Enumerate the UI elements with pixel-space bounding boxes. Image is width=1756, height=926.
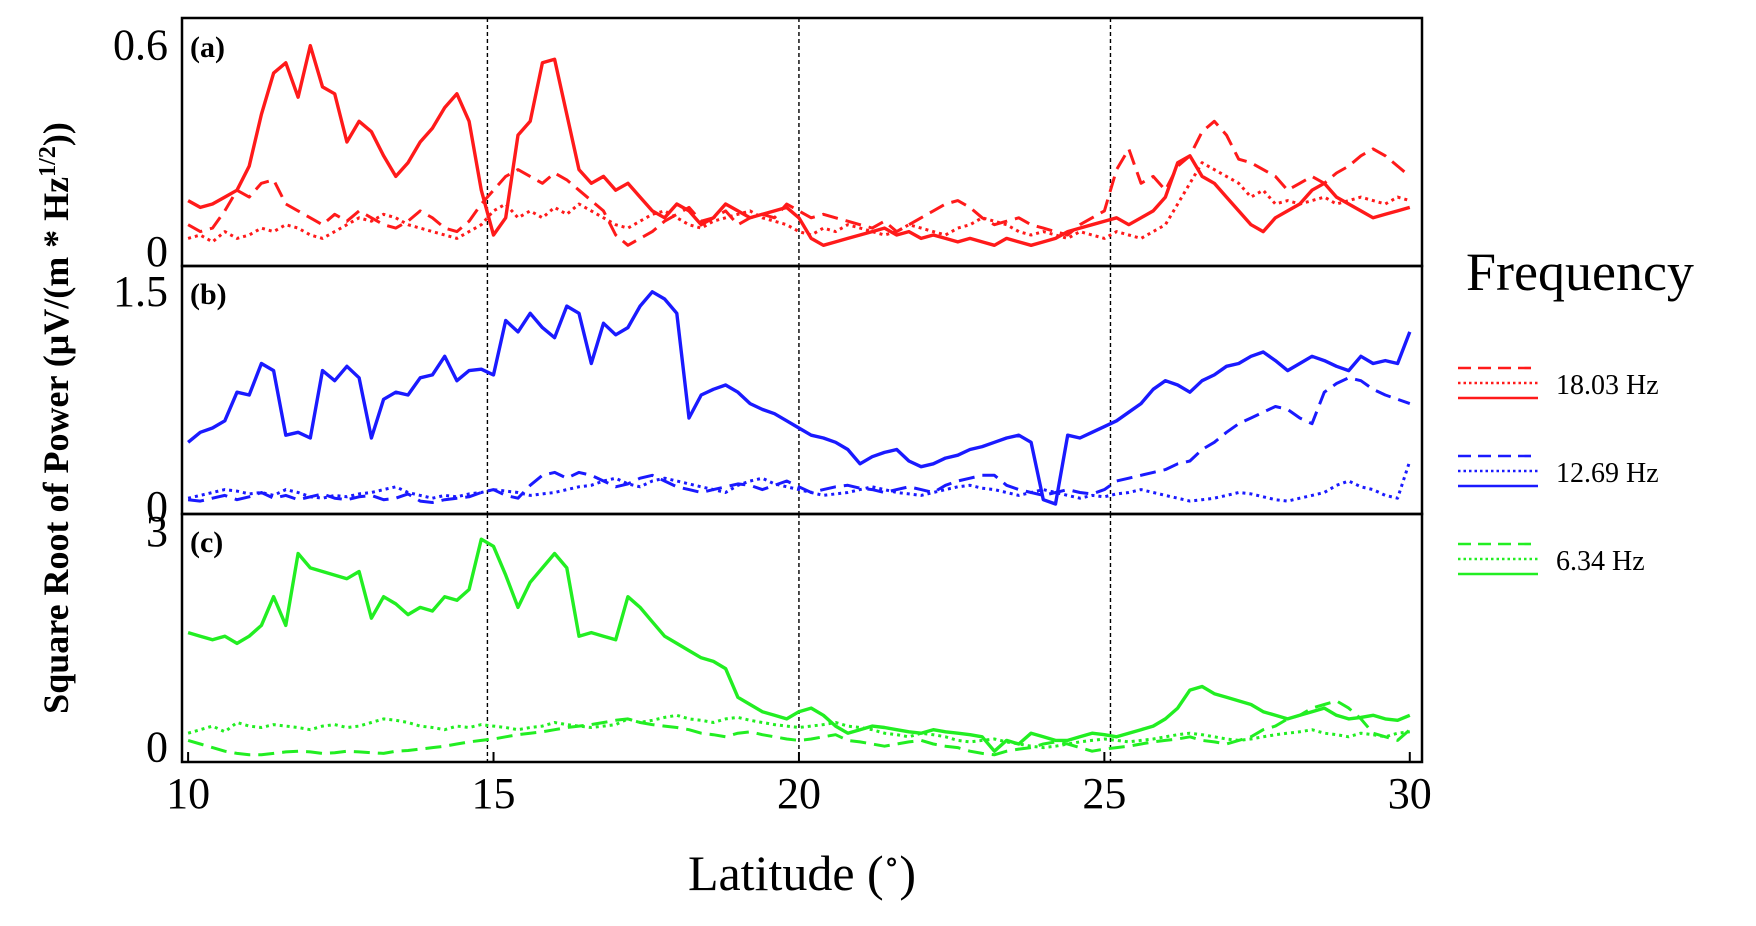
panel-a-yticks: 00.6: [113, 21, 168, 277]
x-tick-label: 25: [1082, 769, 1126, 818]
legend-label: 12.69 Hz: [1556, 458, 1659, 489]
y-tick-label: 0: [146, 723, 168, 772]
series-solid: [187, 43, 1411, 248]
panel-b: (b) 01.5: [113, 264, 1424, 531]
legend-entry: 18.03 Hz: [1458, 366, 1659, 401]
legend: Frequency 18.03 Hz 12.69 Hz 6.34 Hz: [1458, 242, 1694, 577]
panel-b-vlines: [486, 266, 1112, 514]
panel-b-lines: [187, 290, 1412, 506]
series-dotted: [187, 161, 1411, 244]
series-dashed: [187, 376, 1411, 504]
series-solid: [187, 537, 1411, 753]
legend-entry: 12.69 Hz: [1458, 454, 1659, 489]
legend-label: 18.03 Hz: [1556, 370, 1659, 401]
series-dotted: [187, 713, 1410, 750]
y-tick-label: 3: [146, 507, 168, 556]
legend-label: 6.34 Hz: [1556, 546, 1645, 577]
legend-title: Frequency: [1466, 242, 1694, 302]
legend-entries: 18.03 Hz 12.69 Hz 6.34 Hz: [1458, 366, 1659, 577]
y-tick-label: 0: [146, 482, 168, 531]
panel-b-frame: [180, 264, 1424, 516]
legend-entry: 6.34 Hz: [1458, 542, 1645, 577]
panel-c-frame: [180, 512, 1424, 764]
panel-b-yticks: 01.5: [113, 267, 168, 531]
panel-c-lines: [187, 537, 1411, 757]
panel-b-label: (b): [190, 278, 227, 311]
series-dotted: [187, 460, 1412, 503]
y-tick-label: 0.6: [113, 21, 168, 70]
x-tick-label: 20: [777, 769, 821, 818]
x-tick-label: 30: [1388, 769, 1432, 818]
panel-a: (a) 00.6: [113, 16, 1424, 277]
series-dashed: [187, 119, 1411, 247]
panel-c-yticks: 03: [146, 507, 168, 772]
panel-c: (c) 03: [146, 507, 1424, 772]
y-tick-label: 1.5: [113, 267, 168, 316]
panel-c-vlines: [486, 514, 1112, 762]
panel-a-frame: [180, 16, 1424, 268]
x-axis-ticks: 10 15 20 25 30: [166, 752, 1432, 818]
y-tick-label: 0: [146, 227, 168, 276]
y-axis-label: Square Root of Power (μV/(m * Hz1/2)): [35, 122, 76, 714]
x-tick-label: 15: [472, 769, 516, 818]
panel-a-lines: [187, 43, 1411, 248]
panel-a-label: (a): [190, 31, 225, 64]
panel-c-label: (c): [190, 526, 223, 559]
series-solid: [187, 290, 1412, 506]
x-tick-label: 10: [166, 769, 210, 818]
series-dashed: [187, 699, 1411, 757]
panel-a-vlines: [486, 18, 1112, 266]
x-axis-label: Latitude (∘): [688, 843, 916, 901]
